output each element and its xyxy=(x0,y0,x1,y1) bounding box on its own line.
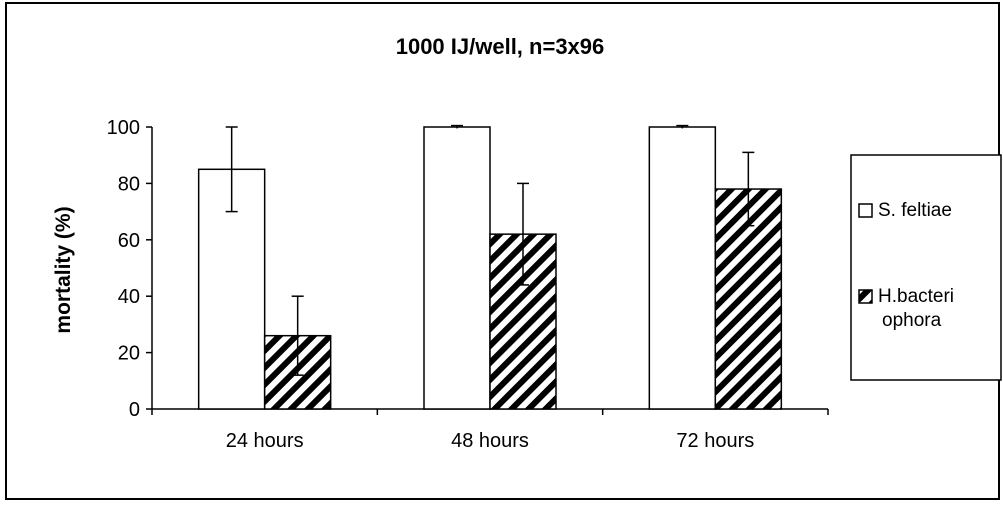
y-tick-label: 80 xyxy=(118,173,140,195)
legend-label-h-bacteriophora-line2: ophora xyxy=(882,310,942,331)
x-tick-label: 48 hours xyxy=(451,430,529,452)
y-tick-label: 0 xyxy=(129,399,140,421)
x-tick-label: 72 hours xyxy=(676,430,754,452)
y-tick-label: 100 xyxy=(107,117,140,139)
y-tick-label: 40 xyxy=(118,286,140,308)
chart-title: 1000 IJ/well, n=3x96 xyxy=(396,34,605,59)
x-tick-label: 24 hours xyxy=(226,430,304,452)
legend-box xyxy=(850,154,1002,381)
y-tick-labels: 0 20 40 60 80 100 xyxy=(107,117,140,421)
y-axis-label: mortality (%) xyxy=(52,206,75,333)
error-bars xyxy=(225,124,755,376)
bar-0-1 xyxy=(423,126,491,410)
legend-label-h-bacteriophora-line1: H.bacteri xyxy=(878,286,954,307)
legend-swatch-h-bacteriophora xyxy=(858,289,873,304)
y-tick-label: 20 xyxy=(118,343,140,365)
x-tick-labels: 24 hours 48 hours 72 hours xyxy=(226,430,755,452)
legend-label-s-feltiae: S. feltiae xyxy=(878,200,952,221)
legend-label-h-bacteriophora: H.bacteri ophora xyxy=(878,286,959,331)
legend-swatch-s-feltiae xyxy=(858,203,873,218)
y-tick-label: 60 xyxy=(118,230,140,252)
legend: S. feltiae H.bacteri ophora xyxy=(850,154,1002,381)
bar-0-2 xyxy=(648,126,717,410)
